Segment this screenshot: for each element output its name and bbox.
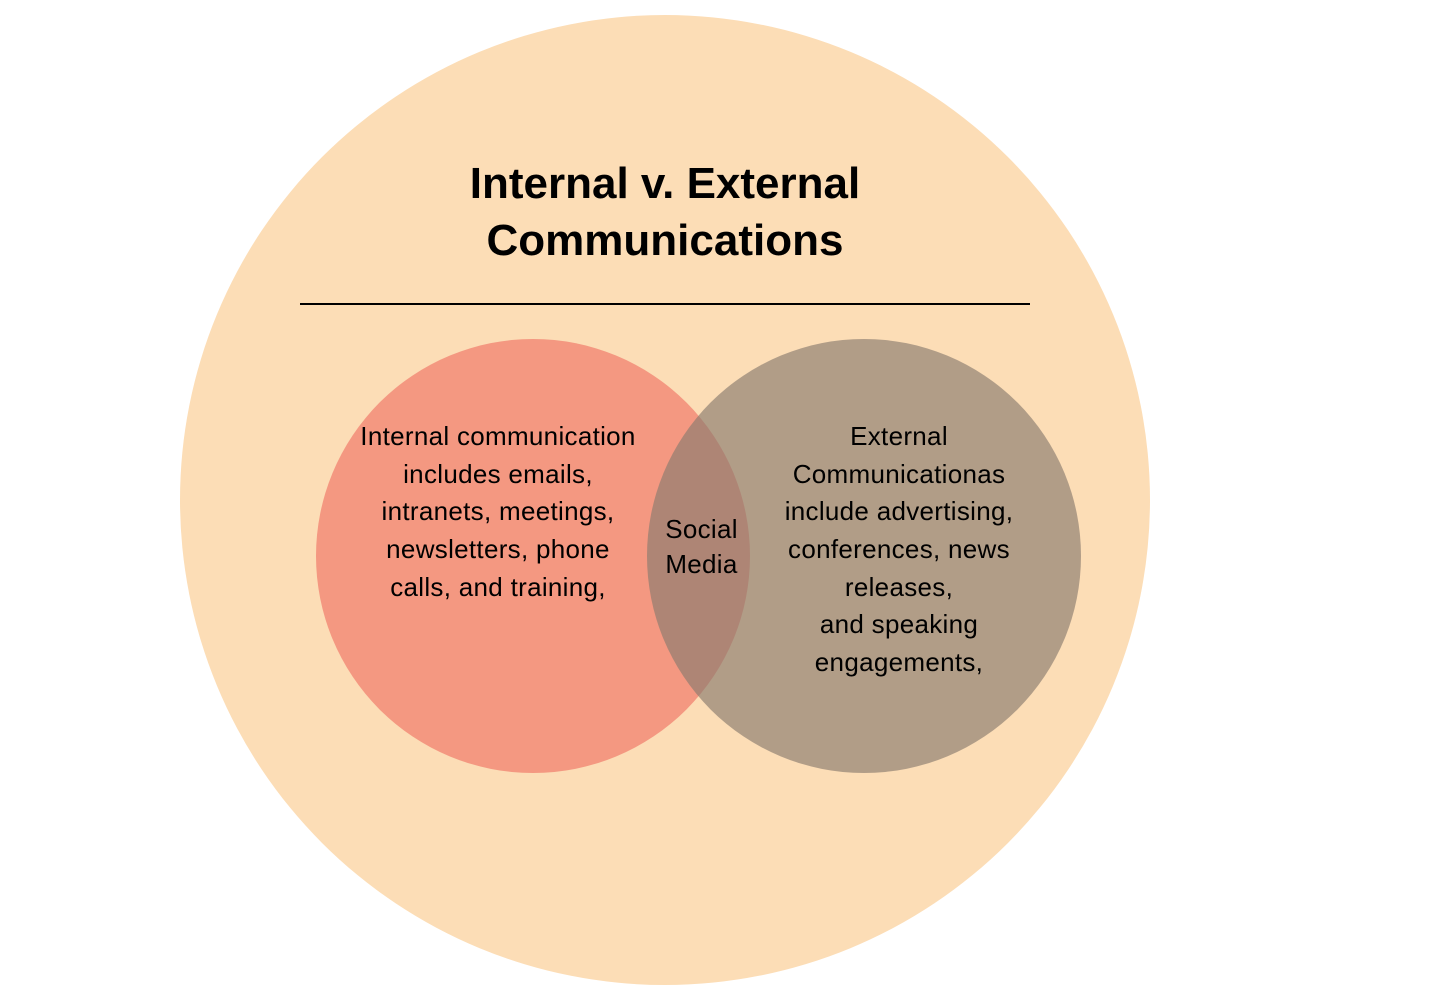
venn-right-text: External Communicationas include adverti… xyxy=(749,418,1049,682)
venn-intersection-text: Social Media xyxy=(652,512,752,582)
title-line-1: Internal v. External xyxy=(470,159,860,208)
title-line-2: Communications xyxy=(487,216,844,265)
title-divider xyxy=(300,303,1030,305)
venn-left-text: Internal communication includes emails, … xyxy=(358,418,638,606)
diagram-title: Internal v. External Communications xyxy=(285,155,1045,269)
